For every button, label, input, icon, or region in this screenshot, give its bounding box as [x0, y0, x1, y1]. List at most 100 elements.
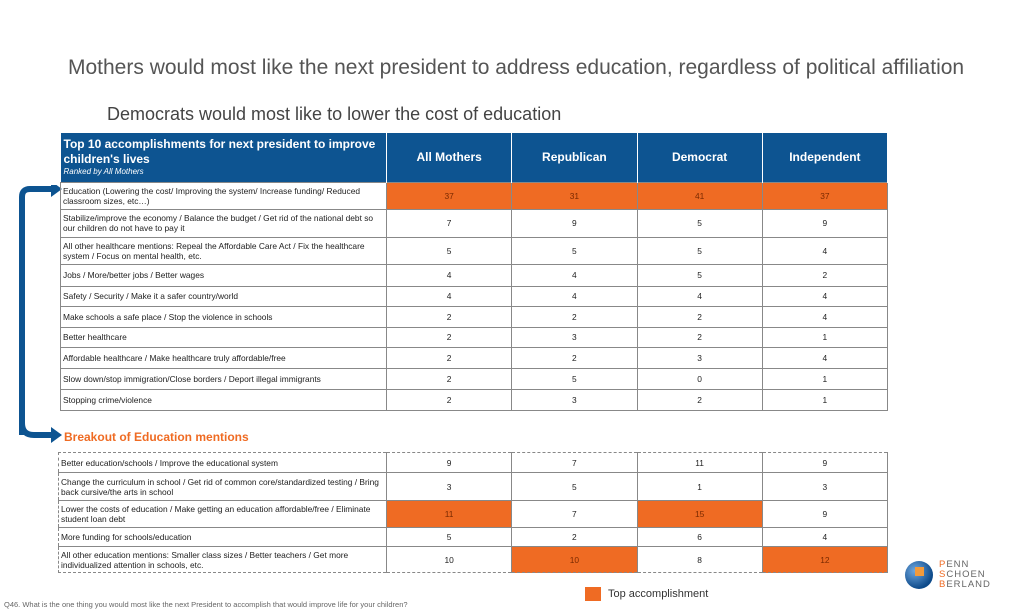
row-label: Slow down/stop immigration/Close borders… [60, 367, 387, 390]
column-header: Republican [511, 133, 638, 182]
value-cell: 11 [386, 500, 513, 528]
table-row: All other education mentions: Smaller cl… [58, 546, 889, 573]
row-label: Lower the costs of education / Make gett… [58, 500, 387, 528]
value-cell: 2 [636, 326, 763, 348]
value-cell: 3 [386, 472, 513, 501]
value-cell: 6 [637, 527, 763, 547]
value-cell: 37 [385, 181, 513, 210]
value-cell: 5 [511, 472, 638, 501]
row-label: Stopping crime/violence [60, 388, 387, 411]
value-cell: 2 [385, 367, 513, 390]
value-cell: 5 [636, 208, 763, 238]
table-header-label: Top 10 accomplishments for next presiden… [60, 133, 387, 182]
column-header: All Mothers [386, 133, 513, 182]
value-cell: 10 [511, 546, 638, 573]
value-cell: 2 [636, 305, 763, 328]
value-cell: 4 [761, 346, 889, 369]
page-subtitle: Democrats would most like to lower the c… [107, 104, 562, 124]
row-label: Make schools a safe place / Stop the vio… [60, 305, 387, 328]
value-cell: 4 [511, 263, 638, 287]
breakout-table: Better education/schools / Improve the e… [58, 452, 889, 573]
legend-swatch [585, 587, 601, 601]
value-cell: 2 [385, 305, 513, 328]
value-cell: 9 [761, 208, 889, 238]
value-cell: 2 [511, 527, 638, 547]
table-row: More funding for schools/education 5 2 6 4 [58, 527, 889, 547]
accomplishments-table: Top 10 accomplishments for next presiden… [60, 133, 889, 411]
value-cell: 11 [637, 452, 763, 473]
row-label: Affordable healthcare / Make healthcare … [60, 346, 387, 369]
value-cell: 12 [762, 546, 889, 573]
logo: PENN SCHOEN BERLAND [905, 560, 991, 590]
value-cell: 4 [385, 285, 513, 307]
row-label: Better healthcare [60, 326, 387, 348]
value-cell: 4 [761, 305, 889, 328]
legend-label: Top accomplishment [608, 588, 709, 600]
value-cell: 9 [386, 452, 513, 473]
value-cell: 4 [762, 527, 889, 547]
value-cell: 5 [385, 236, 513, 265]
row-label: More funding for schools/education [58, 527, 387, 547]
value-cell: 7 [511, 500, 638, 528]
legend: Top accomplishment [585, 587, 708, 601]
value-cell: 5 [386, 527, 513, 547]
value-cell: 4 [636, 285, 763, 307]
value-cell: 4 [385, 263, 513, 287]
value-cell: 3 [636, 346, 763, 369]
row-label: Change the curriculum in school / Get ri… [58, 472, 387, 501]
column-header: Democrat [637, 133, 763, 182]
value-cell: 8 [637, 546, 763, 573]
table-row: Affordable healthcare / Make healthcare … [60, 346, 889, 369]
value-cell: 31 [511, 181, 638, 210]
column-header: Independent [762, 133, 889, 182]
value-cell: 0 [636, 367, 763, 390]
table-row: Education (Lowering the cost/ Improving … [60, 181, 889, 210]
table-row: Slow down/stop immigration/Close borders… [60, 367, 889, 390]
value-cell: 2 [385, 326, 513, 348]
value-cell: 3 [511, 388, 638, 411]
value-cell: 10 [386, 546, 513, 573]
row-label: All other education mentions: Smaller cl… [58, 546, 387, 573]
value-cell: 1 [761, 388, 889, 411]
table-row: Better education/schools / Improve the e… [58, 452, 889, 473]
value-cell: 3 [762, 472, 889, 501]
row-label: Stabilize/improve the economy / Balance … [60, 208, 387, 238]
value-cell: 2 [511, 305, 638, 328]
table-row: Stabilize/improve the economy / Balance … [60, 208, 889, 238]
table-row: Stopping crime/violence 2 3 2 1 [60, 388, 889, 411]
value-cell: 3 [511, 326, 638, 348]
table-row: Better healthcare 2 3 2 1 [60, 326, 889, 348]
value-cell: 41 [636, 181, 763, 210]
row-label: Education (Lowering the cost/ Improving … [60, 181, 387, 210]
value-cell: 2 [636, 388, 763, 411]
footnote: Q46. What is the one thing you would mos… [4, 600, 408, 609]
value-cell: 5 [636, 236, 763, 265]
value-cell: 7 [511, 452, 638, 473]
value-cell: 2 [385, 388, 513, 411]
row-label: Safety / Security / Make it a safer coun… [60, 285, 387, 307]
row-label: Better education/schools / Improve the e… [58, 452, 387, 473]
breakout-title: Breakout of Education mentions [64, 430, 249, 444]
globe-icon [905, 561, 933, 589]
table-row: Make schools a safe place / Stop the vio… [60, 305, 889, 328]
value-cell: 9 [511, 208, 638, 238]
value-cell: 1 [761, 367, 889, 390]
value-cell: 4 [761, 236, 889, 265]
value-cell: 9 [762, 500, 889, 528]
value-cell: 1 [761, 326, 889, 348]
value-cell: 5 [636, 263, 763, 287]
value-cell: 1 [637, 472, 763, 501]
logo-text: PENN SCHOEN BERLAND [939, 559, 991, 590]
value-cell: 2 [385, 346, 513, 369]
value-cell: 4 [511, 285, 638, 307]
table-row: Safety / Security / Make it a safer coun… [60, 285, 889, 307]
bracket-arrow-icon [19, 185, 62, 443]
row-label: All other healthcare mentions: Repeal th… [60, 236, 387, 265]
row-label: Jobs / More/better jobs / Better wages [60, 263, 387, 287]
header-row: Top 10 accomplishments for next presiden… [60, 133, 889, 182]
value-cell: 15 [637, 500, 763, 528]
table-row: Change the curriculum in school / Get ri… [58, 472, 889, 501]
value-cell: 2 [511, 346, 638, 369]
value-cell: 4 [761, 285, 889, 307]
value-cell: 5 [511, 236, 638, 265]
